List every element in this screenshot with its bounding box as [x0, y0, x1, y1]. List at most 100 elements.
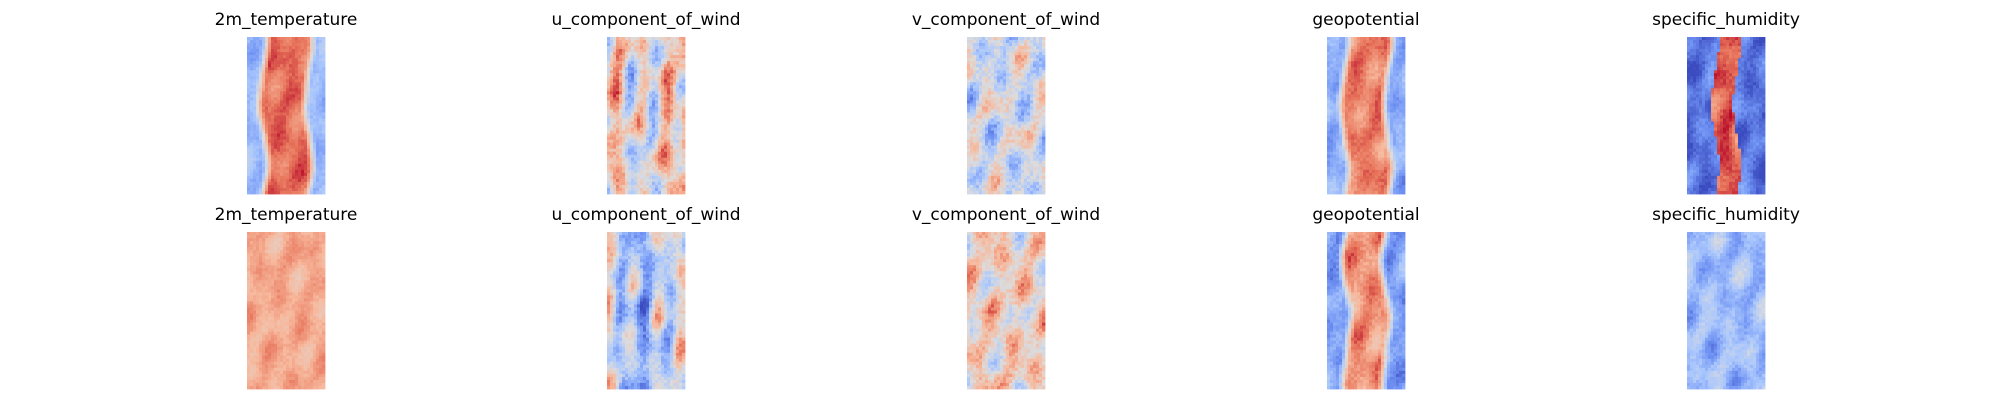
- heatmap-cell: [1351, 124, 1355, 128]
- heatmap-cell: [1033, 67, 1037, 71]
- heatmap-cell: [640, 160, 644, 165]
- heatmap-cell: [979, 40, 983, 44]
- heatmap-cell: [1363, 64, 1367, 68]
- heatmap-cell: [1402, 79, 1406, 83]
- heatmap-cell: [280, 133, 284, 138]
- heatmap-cell: [256, 79, 260, 83]
- heatmap-cell: [262, 103, 266, 107]
- heatmap-cell: [997, 136, 1001, 141]
- heatmap-cell: [247, 139, 251, 144]
- heatmap-cell: [985, 46, 989, 50]
- heatmap-cell: [280, 184, 284, 189]
- heatmap-cell: [277, 166, 281, 171]
- heatmap-cell: [265, 49, 269, 53]
- heatmap-cell: [991, 64, 995, 68]
- heatmap-cell: [292, 172, 296, 177]
- heatmap-cell: [301, 61, 305, 65]
- heatmap-cell: [622, 76, 626, 80]
- heatmap-cell: [607, 121, 611, 125]
- heatmap-cell: [298, 94, 302, 98]
- heatmap-cell: [679, 73, 683, 77]
- heatmap-cell: [988, 151, 992, 156]
- heatmap-cell: [1009, 190, 1013, 195]
- heatmap-cell: [1372, 70, 1376, 74]
- heatmap-cell: [319, 124, 323, 128]
- heatmap-cell: [1393, 49, 1397, 53]
- heatmap-cell: [1393, 70, 1397, 74]
- heatmap-cell: [1009, 178, 1013, 183]
- heatmap-cell: [1027, 160, 1031, 165]
- heatmap-cell: [640, 184, 644, 189]
- heatmap-cell: [1042, 112, 1046, 116]
- heatmap-cell: [673, 97, 677, 101]
- heatmap-cell: [268, 52, 272, 56]
- heatmap-cell: [1330, 73, 1334, 77]
- heatmap-cell: [631, 148, 635, 153]
- heatmap-cell: [670, 73, 674, 77]
- heatmap-cell: [307, 46, 311, 50]
- heatmap-cell: [643, 94, 647, 98]
- heatmap-cell: [1327, 115, 1331, 119]
- heatmap-cell: [976, 136, 980, 141]
- heatmap-cell: [607, 91, 611, 95]
- heatmap-cell: [679, 175, 683, 180]
- heatmap-cell: [616, 154, 620, 159]
- heatmap-cell: [1327, 73, 1331, 77]
- heatmap-cell: [976, 172, 980, 177]
- heatmap-cell: [253, 130, 257, 135]
- heatmap-cell: [616, 85, 620, 89]
- heatmap-cell: [1360, 118, 1364, 122]
- heatmap-cell: [256, 157, 260, 162]
- heatmap-cell: [286, 154, 290, 159]
- heatmap-cell: [988, 184, 992, 189]
- heatmap-cell: [298, 106, 302, 110]
- heatmap-cell: [1330, 94, 1334, 98]
- heatmap-cell: [1000, 154, 1004, 159]
- heatmap-cell: [1384, 82, 1388, 86]
- heatmap-cell: [277, 148, 281, 153]
- heatmap-cell: [1357, 67, 1361, 71]
- heatmap-cell: [289, 115, 293, 119]
- heatmap-cell: [1027, 181, 1031, 186]
- heatmap-cell: [1345, 127, 1349, 131]
- heatmap-cell: [1333, 118, 1337, 122]
- heatmap-cell: [1375, 64, 1379, 68]
- heatmap-cell: [1336, 49, 1340, 53]
- heatmap-cell: [307, 112, 311, 116]
- heatmap-cell: [622, 124, 626, 128]
- heatmap-cell: [298, 103, 302, 107]
- heatmap-cell: [970, 121, 974, 125]
- heatmap-cell: [1003, 73, 1007, 77]
- heatmap-cell: [1009, 112, 1013, 116]
- heatmap-cell: [652, 97, 656, 101]
- heatmap-cell: [613, 88, 617, 92]
- heatmap-cell: [280, 151, 284, 156]
- heatmap-cell: [1030, 52, 1034, 56]
- heatmap-cell: [994, 40, 998, 44]
- heatmap-cell: [607, 169, 611, 174]
- heatmap-cell: [256, 49, 260, 53]
- heatmap-cell: [262, 82, 266, 86]
- heatmap-cell: [1003, 181, 1007, 186]
- heatmap-cell: [1009, 88, 1013, 92]
- heatmap-cell: [1021, 178, 1025, 183]
- heatmap-cell: [280, 163, 284, 168]
- heatmap-cell: [1390, 82, 1394, 86]
- heatmap-cell: [664, 49, 668, 53]
- heatmap-cell: [1402, 76, 1406, 80]
- heatmap-cell: [1390, 109, 1394, 113]
- heatmap-cell: [658, 85, 662, 89]
- heatmap-cell: [1021, 79, 1025, 83]
- heatmap-cell: [1336, 43, 1340, 47]
- heatmap-cell: [1354, 121, 1358, 125]
- heatmap-cell: [1378, 124, 1382, 128]
- heatmap-cell: [637, 46, 641, 50]
- heatmap-cell: [1012, 154, 1016, 159]
- heatmap-cell: [616, 127, 620, 131]
- heatmap-cell: [1018, 58, 1022, 62]
- heatmap-cell: [1375, 67, 1379, 71]
- heatmap-cell: [1042, 178, 1046, 183]
- heatmap-cell: [1042, 46, 1046, 50]
- heatmap-cell: [1348, 130, 1352, 135]
- heatmap-cell: [283, 79, 287, 83]
